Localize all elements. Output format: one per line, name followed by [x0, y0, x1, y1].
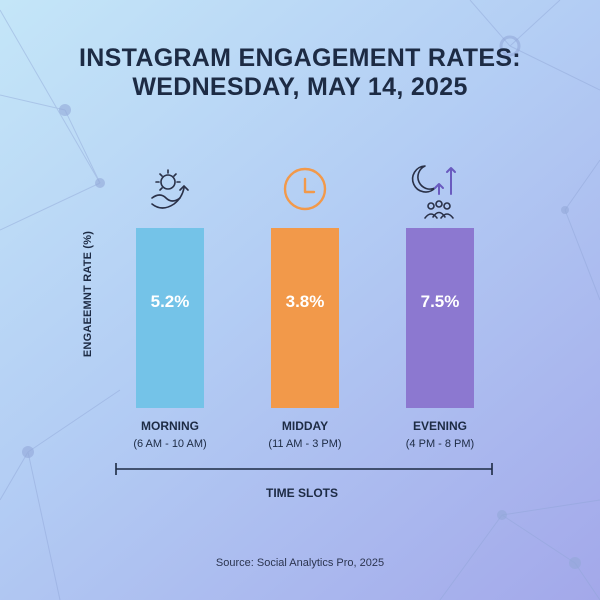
title-line-2: WEDNESDAY, MAY 14, 2025: [132, 73, 468, 101]
value-label-morning: 5.2%: [151, 292, 190, 311]
moon-growth-audience-icon: [411, 165, 456, 219]
bar-evening: [406, 228, 474, 408]
source-note: Source: Social Analytics Pro, 2025: [215, 557, 385, 569]
x-axis-label: TIME SLOTS: [266, 486, 338, 500]
bar-morning: [136, 228, 204, 408]
x-axis: TIME SLOTS: [115, 463, 493, 500]
title-line-1: INSTAGRAM ENGAGEMENT RATES:: [79, 44, 521, 72]
sunrise-icon: [151, 169, 189, 209]
chart-title: INSTAGRAM ENGAGEMENT RATES: WEDNESDAY, M…: [0, 44, 600, 102]
time-range-label-evening: (4 PM - 8 PM): [406, 438, 474, 450]
bar-group-midday: 3.8% MIDDAY (11 AM - 3 PM): [268, 228, 342, 450]
value-label-midday: 3.8%: [286, 292, 325, 311]
time-range-label-morning: (6 AM - 10 AM): [133, 438, 206, 450]
icons-group: [151, 165, 456, 219]
value-label-evening: 7.5%: [421, 292, 460, 311]
bars-group: 5.2% MORNING (6 AM - 10 AM) 3.8% MIDDAY (11 A…: [133, 228, 474, 450]
category-label-midday: MIDDAY: [282, 419, 328, 433]
bar-group-evening: 7.5% EVENING (4 PM - 8 PM): [406, 228, 474, 450]
time-range-label-midday: (11 AM - 3 PM): [268, 438, 341, 450]
bar-group-morning: 5.2% MORNING (6 AM - 10 AM): [133, 228, 207, 450]
clock-icon: [283, 167, 327, 211]
category-label-evening: EVENING: [413, 419, 467, 433]
bar-midday: [271, 228, 339, 408]
category-label-morning: MORNING: [141, 419, 199, 433]
